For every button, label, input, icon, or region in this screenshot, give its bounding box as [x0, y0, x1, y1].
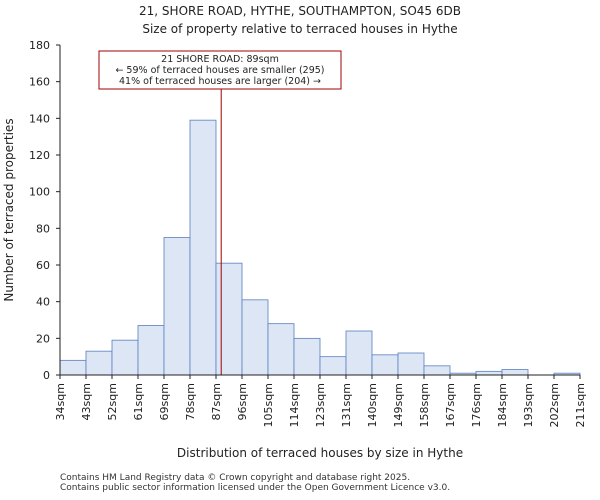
x-tick-label: 140sqm [366, 383, 379, 427]
x-tick-label: 176sqm [470, 383, 483, 427]
bar-184sqm [501, 369, 529, 376]
x-tick-label: 69sqm [158, 383, 171, 420]
chart-subtitle: Size of property relative to terraced ho… [142, 22, 457, 36]
x-tick-label: 61sqm [132, 383, 145, 420]
x-tick-label: 96sqm [236, 383, 249, 420]
x-tick-label: 193sqm [522, 383, 535, 427]
bar-61sqm [137, 325, 165, 376]
bar-131sqm [345, 330, 373, 376]
y-tick-label: 180 [29, 39, 50, 52]
bar-158sqm [423, 365, 451, 376]
bars [59, 119, 581, 376]
x-tick-label: 52sqm [106, 383, 119, 420]
y-tick-label: 60 [36, 259, 50, 272]
y-tick-label: 40 [36, 296, 50, 309]
y-tick-label: 160 [29, 76, 50, 89]
x-tick-label: 105sqm [262, 383, 275, 427]
y-ticks: 0 20 40 60 80 100 120 140 160 180 [29, 39, 60, 382]
footer-line-2: Contains public sector information licen… [60, 483, 451, 493]
bar-123sqm [319, 356, 347, 376]
x-tick-label: 123sqm [314, 383, 327, 427]
bar-176sqm [475, 370, 503, 376]
x-tick-label: 87sqm [210, 383, 223, 420]
bar-149sqm [397, 352, 425, 376]
y-tick-label: 100 [29, 186, 50, 199]
annotation-line-1: 21 SHORE ROAD: 89sqm [161, 54, 279, 65]
y-axis-title: Number of terraced properties [2, 118, 16, 301]
x-tick-label: 131sqm [340, 383, 353, 427]
x-tick-label: 114sqm [288, 383, 301, 427]
x-tick-label: 149sqm [392, 383, 405, 427]
x-tick-label: 78sqm [184, 383, 197, 420]
x-tick-label: 202sqm [548, 383, 561, 427]
bar-34sqm [59, 359, 87, 376]
bar-87sqm [215, 262, 243, 376]
y-tick-label: 120 [29, 149, 50, 162]
y-tick-label: 80 [36, 222, 50, 235]
bar-69sqm [163, 237, 191, 376]
x-tick-label: 211sqm [574, 383, 587, 427]
x-ticks: 34sqm 43sqm 52sqm 61sqm 69sqm 78sqm 87sqm 96sqm… [54, 375, 587, 427]
x-axis-title: Distribution of terraced houses by size … [177, 446, 463, 460]
x-tick-label: 184sqm [496, 383, 509, 427]
x-tick-label: 167sqm [444, 383, 457, 427]
y-tick-label: 0 [43, 369, 50, 382]
x-tick-label: 34sqm [54, 383, 67, 420]
bar-140sqm [371, 354, 399, 376]
bar-43sqm [85, 350, 113, 376]
y-tick-label: 140 [29, 112, 50, 125]
annotation-line-3: 41% of terraced houses are larger (204) … [119, 76, 321, 87]
x-tick-label: 43sqm [80, 383, 93, 420]
y-tick-label: 20 [36, 332, 50, 345]
chart-title: 21, SHORE ROAD, HYTHE, SOUTHAMPTON, SO45… [139, 4, 461, 18]
bar-114sqm [293, 337, 321, 376]
bar-78sqm [189, 119, 217, 376]
bar-96sqm [241, 299, 269, 376]
annotation-box [98, 50, 342, 90]
footer-line-1: Contains HM Land Registry data © Crown c… [60, 473, 411, 483]
x-tick-label: 158sqm [418, 383, 431, 427]
bar-105sqm [267, 323, 295, 376]
bar-52sqm [111, 339, 139, 376]
annotation-line-2: ← 59% of terraced houses are smaller (29… [115, 65, 324, 76]
